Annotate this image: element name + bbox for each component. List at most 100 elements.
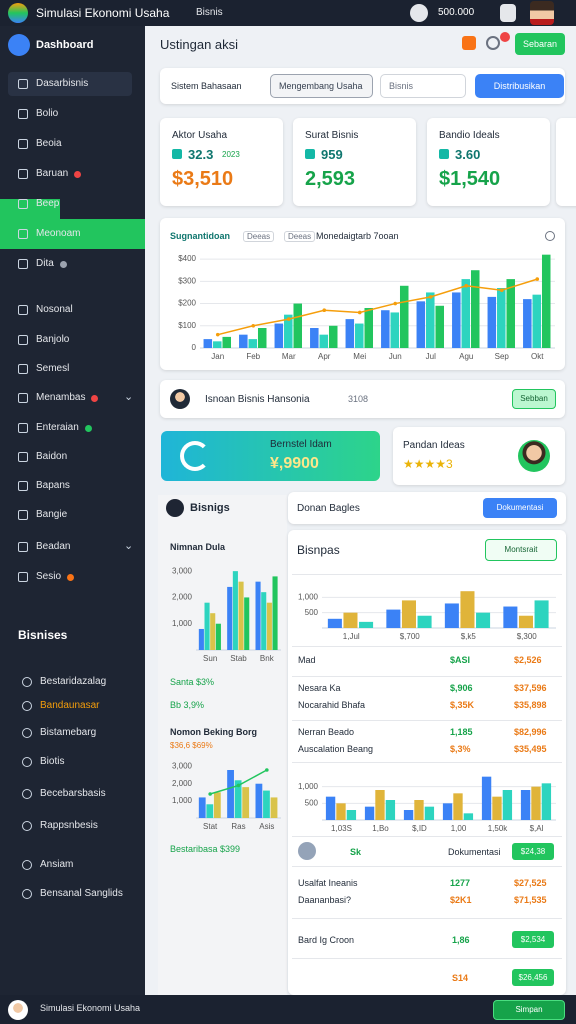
bar	[497, 288, 506, 348]
info-icon[interactable]	[545, 231, 555, 241]
bar	[444, 603, 459, 628]
panel-title: Bisnigs	[190, 502, 230, 514]
menu-item[interactable]: Bapans	[36, 480, 70, 491]
menu-item[interactable]: Biotis	[40, 756, 65, 767]
x-tick-label: 1,03S	[331, 824, 352, 833]
menu-item[interactable]: Bangie	[36, 509, 68, 520]
menu-item[interactable]: Bistamebarg	[40, 727, 97, 738]
menu-item[interactable]: Enteraian	[36, 422, 79, 433]
menu-item[interactable]: Semesl	[36, 363, 70, 374]
bar	[213, 792, 221, 818]
menu-item[interactable]: Nosonal	[36, 304, 73, 315]
row-label: Auscalation Beang	[298, 744, 374, 754]
left-panel	[158, 495, 287, 995]
menu-item[interactable]: Bensanal Sanglids	[40, 888, 123, 899]
y-tick-label: 1,000	[298, 782, 319, 791]
menu-icon	[18, 169, 28, 179]
menu-item[interactable]: Baidon	[36, 451, 68, 462]
menu-badge	[60, 261, 67, 268]
x-tick-label: Jul	[426, 352, 436, 361]
menu-item[interactable]: Dasarbisnis	[36, 78, 89, 89]
bar	[319, 334, 329, 348]
divider	[292, 720, 562, 721]
bar	[343, 612, 358, 628]
line-point	[236, 783, 241, 788]
bar	[270, 797, 278, 818]
rating-title: Pandan Ideas	[403, 440, 465, 451]
green-badge[interactable]: $26,456	[512, 969, 554, 986]
line-series	[217, 278, 538, 336]
avatar[interactable]	[530, 1, 554, 25]
menu-icon	[22, 701, 32, 711]
wallet-icon[interactable]	[500, 4, 516, 22]
menu-item[interactable]: Meonoam	[36, 228, 81, 239]
x-tick-label: Ras	[231, 822, 245, 831]
bar	[257, 328, 267, 348]
line-point	[428, 295, 433, 299]
bar	[416, 301, 426, 348]
menu-icon	[18, 364, 28, 374]
save-button[interactable]: Simpan	[493, 1000, 565, 1020]
bar	[532, 294, 542, 348]
bar	[215, 623, 221, 650]
doc-badge: Sk	[350, 847, 362, 857]
menu-item[interactable]: Dita	[36, 258, 54, 269]
right-header-title: Donan Bagles	[297, 503, 360, 514]
gear-icon[interactable]	[486, 36, 500, 50]
bar	[390, 312, 400, 348]
line-point	[265, 768, 269, 772]
y-tick-label: 3,000	[172, 762, 193, 771]
menu-item[interactable]: Beadan	[36, 541, 71, 552]
row-value: $,35K	[450, 700, 475, 710]
chart: 500 1,000 1,03S 1,Bo $,ID 1,00 1,50k $,Al	[298, 776, 556, 833]
legend-chip[interactable]: Deeas	[243, 231, 275, 242]
menu-item[interactable]: Menambas	[36, 392, 86, 403]
logo	[8, 3, 28, 23]
primary-button[interactable]: Dokumentasi	[483, 498, 557, 518]
bar	[346, 810, 357, 820]
green-badge[interactable]: $24,38	[512, 843, 554, 860]
x-tick-label: Feb	[246, 352, 260, 361]
menu-item[interactable]: Bandaunasar	[40, 700, 100, 711]
select[interactable]: Mengembang Usaha	[270, 74, 373, 98]
chevron: ⌄	[124, 391, 134, 403]
bar	[255, 783, 263, 818]
menu-item[interactable]: Sesio	[36, 571, 62, 582]
bar	[487, 296, 497, 348]
bar	[239, 334, 248, 348]
stat-title: Surat Bisnis	[305, 130, 359, 141]
menu-item[interactable]: Bolio	[36, 108, 59, 119]
tool-icon[interactable]	[462, 36, 476, 50]
menu-item[interactable]: Ansiam	[40, 859, 74, 870]
menu-item[interactable]: Bestaridazalag	[40, 676, 107, 687]
bar	[274, 323, 284, 348]
top-menu[interactable]: Bisnis	[196, 7, 223, 18]
menu-item[interactable]: Beoia	[36, 138, 62, 149]
menu-item[interactable]: Baruan	[36, 168, 69, 179]
menu-icon	[18, 109, 28, 119]
stat-card	[160, 118, 283, 206]
green-badge[interactable]: $2,534	[512, 931, 554, 948]
bar	[263, 790, 270, 818]
stat-value: $3,510	[172, 168, 234, 190]
primary-button[interactable]: Distribusikan	[475, 74, 564, 98]
menu-icon	[22, 728, 32, 738]
bar	[248, 339, 258, 348]
bar	[206, 804, 214, 818]
doc-label: Dokumentasi	[448, 847, 501, 857]
header-button[interactable]: Sebaran	[515, 33, 565, 55]
menu-item[interactable]: Becebarsbasis	[40, 788, 106, 799]
select[interactable]: Bisnis	[380, 74, 466, 98]
menu-item[interactable]: Rappsnbesis	[40, 820, 98, 831]
active-item	[0, 219, 145, 249]
save-button[interactable]: Sebban	[512, 389, 556, 409]
outline-button[interactable]: Montsrait	[485, 539, 557, 561]
chart: 0 $100 $200 $300 $400 Jan Feb Mar Apr Mei Jun Jul Ag…	[178, 254, 555, 361]
menu-icon	[22, 757, 32, 767]
bar	[463, 813, 474, 820]
menu-item[interactable]: Banjolo	[36, 334, 70, 345]
menu-item[interactable]: Beep	[36, 198, 60, 209]
row-value: 1,185	[450, 727, 473, 737]
x-tick-label: Mei	[353, 352, 366, 361]
bar	[238, 581, 244, 650]
